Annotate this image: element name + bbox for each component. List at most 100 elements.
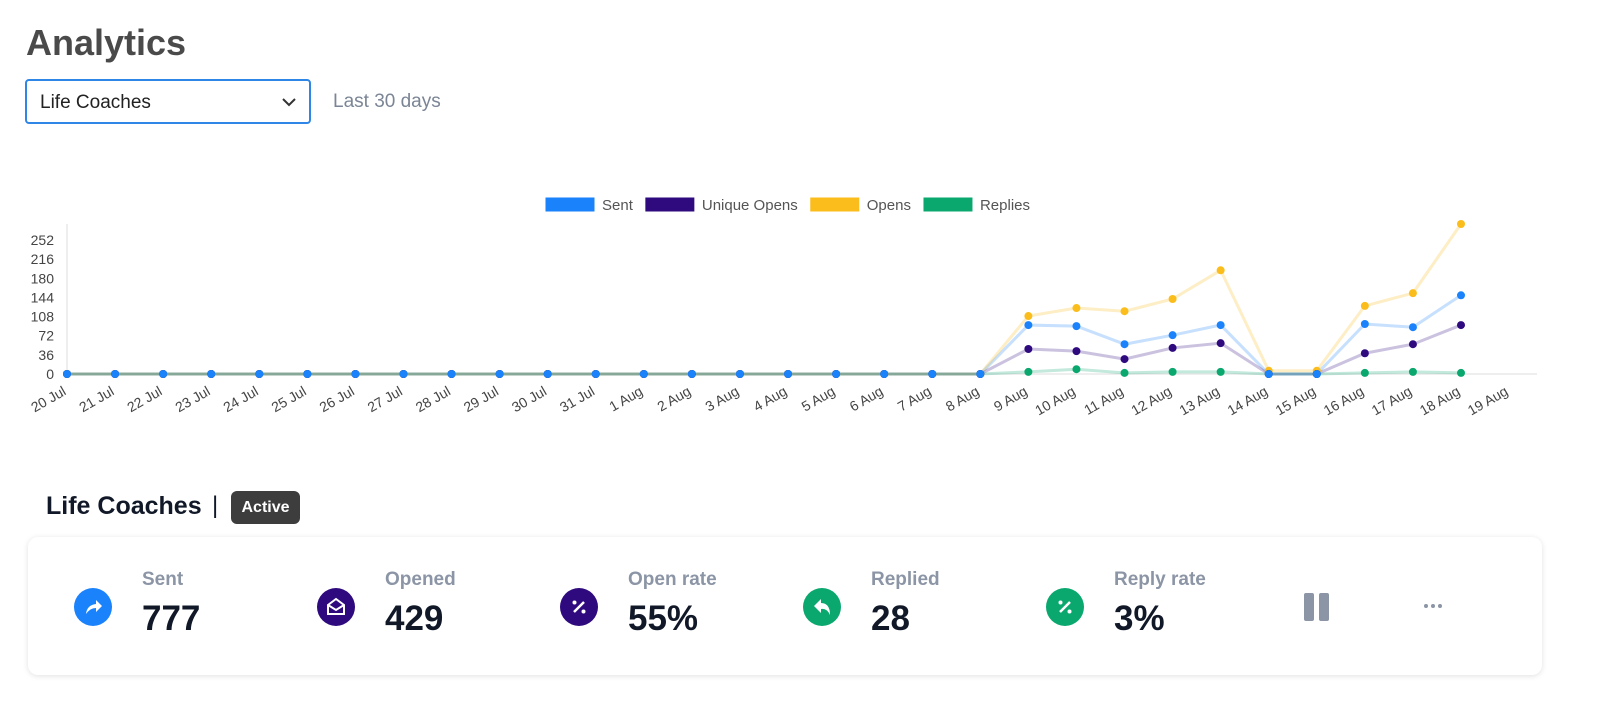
open-rate-icon <box>560 588 598 626</box>
x-tick-label: 25 Jul <box>268 383 308 416</box>
data-point <box>1120 340 1129 349</box>
stat-value: 55% <box>628 599 699 638</box>
dropdown-value: Life Coaches <box>40 92 151 113</box>
stat-label: Reply rate <box>1114 569 1206 590</box>
data-point <box>1408 323 1417 332</box>
y-tick-label: 216 <box>31 251 55 267</box>
stat-label: Opened <box>385 569 456 590</box>
y-tick-label: 72 <box>38 328 54 344</box>
data-point <box>1457 368 1465 377</box>
data-point <box>1168 295 1177 303</box>
y-tick-label: 180 <box>31 270 55 286</box>
data-point <box>1457 321 1465 330</box>
opened-icon <box>317 588 355 626</box>
x-tick-label: 26 Jul <box>317 383 357 416</box>
campaign-dropdown[interactable]: Life Coaches <box>25 79 311 124</box>
x-tick-label: 13 Aug <box>1176 383 1222 419</box>
data-point <box>832 370 841 378</box>
data-point <box>735 370 744 378</box>
x-tick-label: 3 Aug <box>702 383 741 415</box>
separator: | <box>212 492 219 519</box>
series-line <box>67 323 1462 376</box>
data-point <box>303 370 312 378</box>
series-line <box>67 367 1462 376</box>
replied-icon <box>803 588 841 626</box>
x-tick-label: 6 Aug <box>847 383 886 415</box>
campaign-name: Life Coaches <box>46 492 202 520</box>
data-point <box>1360 349 1369 358</box>
data-point <box>495 370 504 378</box>
x-tick-label: 31 Jul <box>557 383 597 416</box>
data-point <box>1360 320 1369 328</box>
data-point <box>1072 322 1081 331</box>
data-point <box>880 370 889 378</box>
pause-button[interactable] <box>1303 592 1331 622</box>
x-tick-label: 4 Aug <box>751 383 790 415</box>
data-point <box>1024 321 1033 330</box>
data-point <box>1408 289 1417 298</box>
data-point <box>1408 367 1417 376</box>
x-tick-label: 7 Aug <box>895 383 934 415</box>
x-tick-label: 29 Jul <box>461 383 501 416</box>
data-point <box>1312 370 1321 378</box>
data-point <box>255 370 264 378</box>
stat-label: Sent <box>142 569 184 590</box>
data-point <box>111 370 120 378</box>
data-point <box>399 370 408 378</box>
data-point <box>1457 220 1465 228</box>
data-point <box>928 370 937 378</box>
data-point <box>1024 367 1033 376</box>
data-point <box>1360 368 1369 377</box>
legend-swatch <box>544 196 596 213</box>
data-point <box>1120 307 1129 316</box>
x-tick-label: 17 Aug <box>1369 383 1415 419</box>
data-point <box>207 370 216 378</box>
x-tick-label: 23 Jul <box>172 383 212 416</box>
y-tick-label: 144 <box>31 289 55 305</box>
x-tick-label: 2 Aug <box>654 383 693 415</box>
data-point <box>1408 340 1417 349</box>
x-tick-label: 19 Aug <box>1465 383 1511 419</box>
reply-rate-icon <box>1046 588 1084 626</box>
series-line <box>67 294 1462 376</box>
data-point <box>1216 367 1225 376</box>
status-badge: Active <box>231 491 300 524</box>
data-point <box>1072 304 1081 313</box>
data-point <box>1072 347 1081 356</box>
stat-value: 429 <box>385 599 444 638</box>
data-point <box>1457 291 1465 300</box>
legend-swatch <box>644 196 696 213</box>
data-point <box>447 370 456 378</box>
data-point <box>639 370 648 378</box>
data-point <box>1168 331 1177 340</box>
y-tick-label: 252 <box>31 232 55 248</box>
x-tick-label: 28 Jul <box>413 383 453 416</box>
chevron <box>282 98 296 107</box>
x-tick-label: 24 Jul <box>220 383 260 416</box>
x-tick-label: 30 Jul <box>509 383 549 416</box>
legend-swatch <box>809 196 861 213</box>
y-tick-label: 0 <box>46 366 54 382</box>
x-tick-label: 10 Aug <box>1032 383 1078 419</box>
x-tick-label: 18 Aug <box>1417 383 1463 419</box>
x-tick-label: 9 Aug <box>991 383 1030 415</box>
x-tick-label: 21 Jul <box>76 383 116 416</box>
data-point <box>1024 345 1033 353</box>
data-point <box>687 370 696 378</box>
stat-value: 777 <box>142 599 201 638</box>
stat-label: Replied <box>871 569 940 590</box>
x-tick-label: 20 Jul <box>28 383 68 416</box>
stat-value: 3% <box>1114 599 1165 638</box>
data-point <box>1216 339 1225 348</box>
data-point <box>1264 370 1273 378</box>
data-point <box>159 370 168 378</box>
more-button[interactable] <box>1423 603 1443 609</box>
x-tick-label: 22 Jul <box>124 383 164 416</box>
data-point <box>1168 367 1177 376</box>
legend-label: Unique Opens <box>702 197 798 214</box>
sent-icon <box>74 588 112 626</box>
x-tick-label: 11 Aug <box>1081 383 1126 418</box>
data-point <box>591 370 600 378</box>
data-point <box>1120 368 1129 377</box>
data-point <box>784 370 793 378</box>
